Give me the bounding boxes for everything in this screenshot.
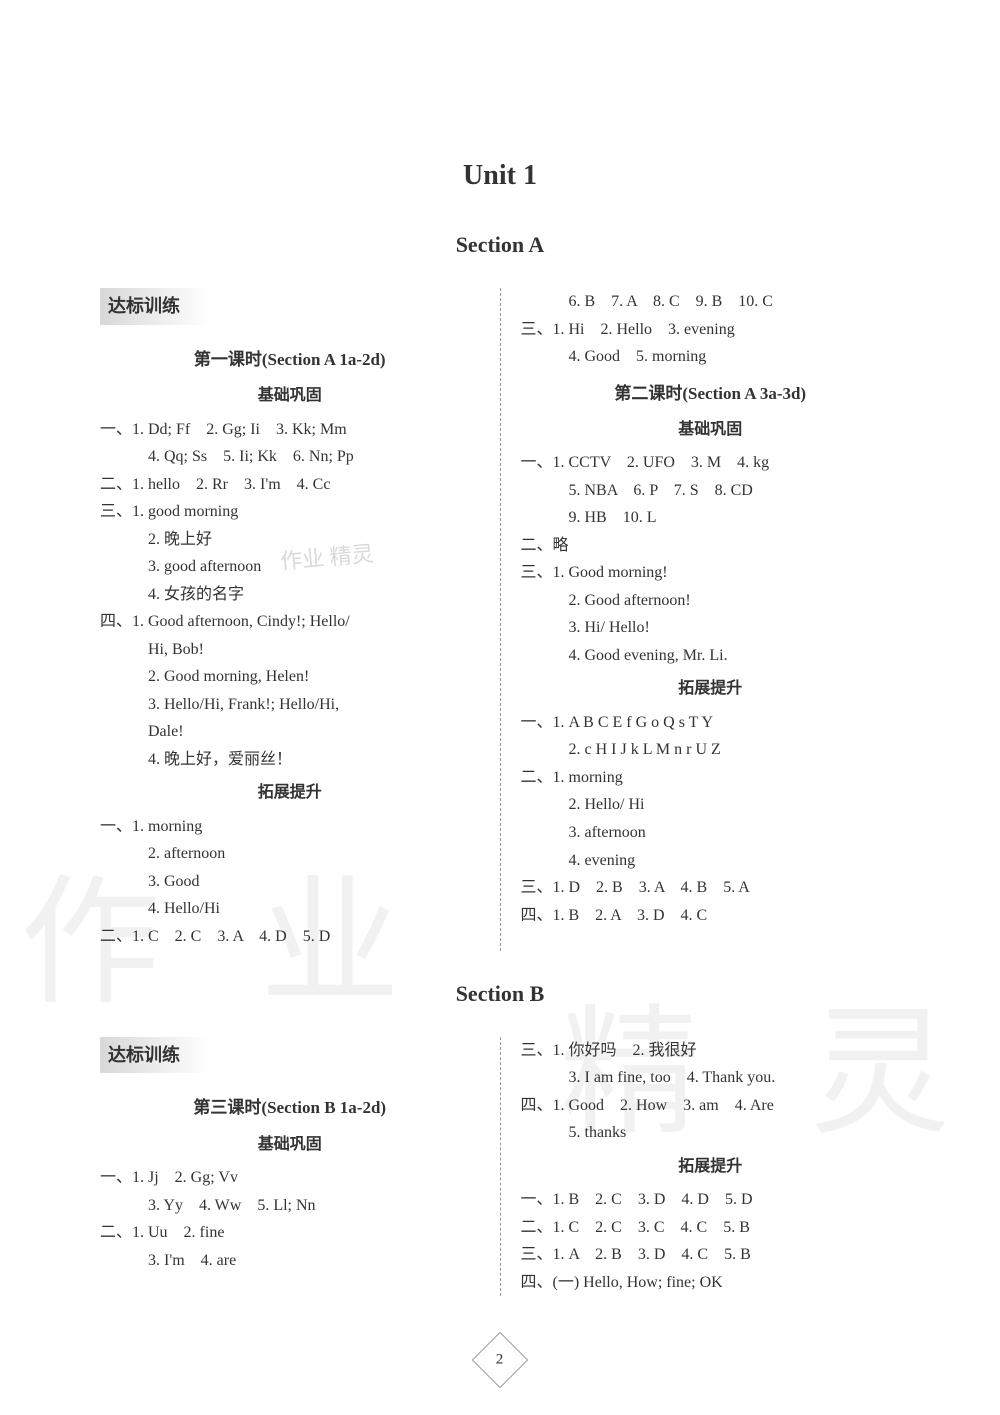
column-divider (500, 288, 501, 951)
lesson-3-title: 第三课时(Section B 1a-2d) (100, 1093, 480, 1122)
answer-line: 2. 晚上好 (100, 526, 480, 554)
answer-line: 4. 晚上好，爱丽丝！ (100, 746, 480, 774)
page-diamond-icon: 2 (472, 1332, 529, 1389)
expand-title: 拓展提升 (521, 1153, 901, 1181)
section-a-col-right: 6. B 7. A 8. C 9. B 10. C 三、1. Hi 2. Hel… (521, 288, 901, 951)
column-divider (500, 1037, 501, 1297)
answer-line: 三、1. Hi 2. Hello 3. evening (521, 316, 901, 344)
expand-title: 拓展提升 (100, 779, 480, 807)
section-b-block: Section B 达标训练 第三课时(Section B 1a-2d) 基础巩… (100, 981, 900, 1297)
answer-line: 二、1. C 2. C 3. C 4. C 5. B (521, 1214, 901, 1242)
section-b-col-right: 三、1. 你好吗 2. 我很好 3. I am fine, too 4. Tha… (521, 1037, 901, 1297)
answer-line: 四、1. Good afternoon, Cindy!; Hello/ (100, 608, 480, 636)
lesson-1-title: 第一课时(Section A 1a-2d) (100, 345, 480, 374)
answer-line: 2. c H I J k L M n r U Z (521, 736, 901, 764)
answer-line: 二、1. Uu 2. fine (100, 1219, 480, 1247)
answer-line: 四、(一) Hello, How; fine; OK (521, 1269, 901, 1297)
answer-line: 四、1. Good 2. How 3. am 4. Are (521, 1092, 901, 1120)
page-number: 2 (496, 1352, 504, 1369)
answer-line: 三、1. D 2. B 3. A 4. B 5. A (521, 874, 901, 902)
training-label: 达标训练 (100, 288, 210, 325)
answer-line: 3. Hello/Hi, Frank!; Hello/Hi, (100, 691, 480, 719)
answer-line: 一、1. Dd; Ff 2. Gg; Ii 3. Kk; Mm (100, 416, 480, 444)
answer-line: 4. Good 5. morning (521, 343, 901, 371)
answer-line: 三、1. good morning (100, 498, 480, 526)
answer-line: 三、1. Good morning! (521, 559, 901, 587)
page-content: Unit 1 Section A 达标训练 第一课时(Section A 1a-… (100, 160, 900, 1296)
lesson-2-title: 第二课时(Section A 3a-3d) (521, 379, 901, 408)
answer-line: 2. Good afternoon! (521, 587, 901, 615)
answer-line: 2. Hello/ Hi (521, 791, 901, 819)
basic-title: 基础巩固 (100, 1131, 480, 1159)
answer-line: 四、1. B 2. A 3. D 4. C (521, 902, 901, 930)
answer-line: 三、1. 你好吗 2. 我很好 (521, 1037, 901, 1065)
answer-line: 一、1. A B C E f G o Q s T Y (521, 709, 901, 737)
section-a-title: Section A (100, 232, 900, 258)
basic-title: 基础巩固 (521, 416, 901, 444)
answer-line: 3. good afternoon (100, 553, 480, 581)
section-b-col-left: 达标训练 第三课时(Section B 1a-2d) 基础巩固 一、1. Jj … (100, 1037, 480, 1297)
answer-line: 2. Good morning, Helen! (100, 663, 480, 691)
answer-line: 二、1. morning (521, 764, 901, 792)
answer-line: 4. Good evening, Mr. Li. (521, 642, 901, 670)
page-number-marker: 2 (475, 1335, 525, 1385)
answer-line: 4. evening (521, 847, 901, 875)
answer-line: 3. afternoon (521, 819, 901, 847)
answer-line: Hi, Bob! (100, 636, 480, 664)
answer-line: 2. afternoon (100, 840, 480, 868)
answer-line: 4. 女孩的名字 (100, 581, 480, 609)
basic-title: 基础巩固 (100, 382, 480, 410)
answer-line: 4. Hello/Hi (100, 895, 480, 923)
answer-line: 一、1. Jj 2. Gg; Vv (100, 1164, 480, 1192)
answer-line: 6. B 7. A 8. C 9. B 10. C (521, 288, 901, 316)
answer-line: 二、1. hello 2. Rr 3. I'm 4. Cc (100, 471, 480, 499)
answer-line: 3. I'm 4. are (100, 1247, 480, 1275)
unit-title: Unit 1 (100, 160, 900, 192)
section-a-col-left: 达标训练 第一课时(Section A 1a-2d) 基础巩固 一、1. Dd;… (100, 288, 480, 951)
answer-line: 5. thanks (521, 1119, 901, 1147)
answer-line: 3. Yy 4. Ww 5. Ll; Nn (100, 1192, 480, 1220)
answer-line: 二、略 (521, 532, 901, 560)
answer-line: 一、1. CCTV 2. UFO 3. M 4. kg (521, 449, 901, 477)
answer-line: 二、1. C 2. C 3. A 4. D 5. D (100, 923, 480, 951)
answer-line: 5. NBA 6. P 7. S 8. CD (521, 477, 901, 505)
answer-line: 三、1. A 2. B 3. D 4. C 5. B (521, 1241, 901, 1269)
answer-line: 3. Good (100, 868, 480, 896)
expand-title: 拓展提升 (521, 675, 901, 703)
answer-line: 一、1. morning (100, 813, 480, 841)
answer-line: Dale! (100, 718, 480, 746)
section-b-columns: 达标训练 第三课时(Section B 1a-2d) 基础巩固 一、1. Jj … (100, 1037, 900, 1297)
answer-line: 9. HB 10. L (521, 504, 901, 532)
section-b-title: Section B (100, 981, 900, 1007)
answer-line: 3. I am fine, too 4. Thank you. (521, 1064, 901, 1092)
answer-line: 一、1. B 2. C 3. D 4. D 5. D (521, 1186, 901, 1214)
answer-line: 3. Hi/ Hello! (521, 614, 901, 642)
answer-line: 4. Qq; Ss 5. Ii; Kk 6. Nn; Pp (100, 443, 480, 471)
section-a-columns: 达标训练 第一课时(Section A 1a-2d) 基础巩固 一、1. Dd;… (100, 288, 900, 951)
training-label: 达标训练 (100, 1037, 210, 1074)
